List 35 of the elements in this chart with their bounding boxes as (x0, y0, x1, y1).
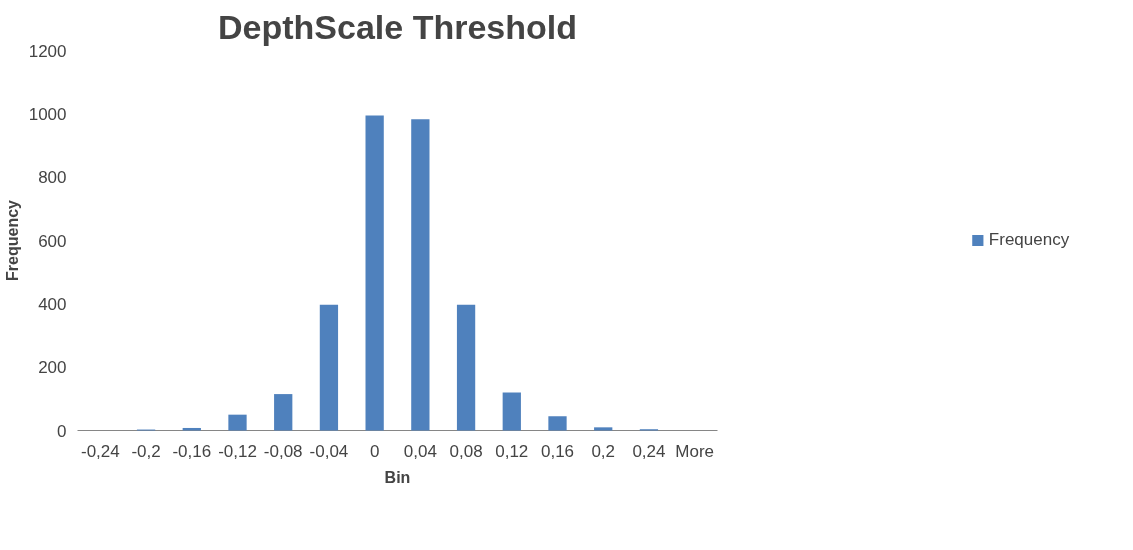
bar (411, 119, 430, 431)
y-tick-label: 600 (38, 231, 67, 251)
y-axis-title: Frequency (3, 199, 21, 281)
chart-title: DepthScale Threshold (218, 7, 577, 46)
x-axis-title: Bin (384, 468, 411, 486)
y-tick-label: 0 (57, 421, 67, 441)
bar (502, 392, 521, 431)
bar (319, 304, 339, 431)
y-tick-label: 1000 (28, 104, 67, 124)
x-tick-label: -0,2 (131, 441, 161, 461)
x-tick-label: 0,08 (449, 441, 483, 461)
y-tick-label: 200 (38, 358, 67, 378)
x-tick-label: 0,2 (591, 441, 616, 461)
y-tick-label: 800 (38, 168, 67, 188)
x-tick-label: 0,12 (495, 441, 529, 461)
x-tick-label: -0,24 (80, 441, 120, 461)
bar (548, 416, 567, 431)
x-tick-label: More (675, 441, 715, 461)
bar (456, 304, 476, 431)
bar (228, 414, 247, 431)
x-tick-label: 0,04 (403, 441, 437, 461)
bar (182, 427, 201, 431)
legend-label: Frequency (988, 230, 1070, 250)
bar (274, 394, 293, 431)
x-tick-label: -0,04 (309, 441, 349, 461)
bar (594, 427, 613, 431)
bar (365, 115, 384, 431)
y-tick-label: 1200 (28, 41, 67, 61)
x-tick-label: -0,08 (263, 441, 303, 461)
x-tick-label: -0,16 (172, 441, 212, 461)
x-tick-label: 0 (369, 441, 380, 461)
x-tick-label: 0,16 (540, 441, 575, 461)
y-tick-label: 400 (38, 294, 67, 314)
x-tick-label: -0,12 (218, 441, 257, 461)
x-tick-label: 0,24 (632, 441, 666, 461)
